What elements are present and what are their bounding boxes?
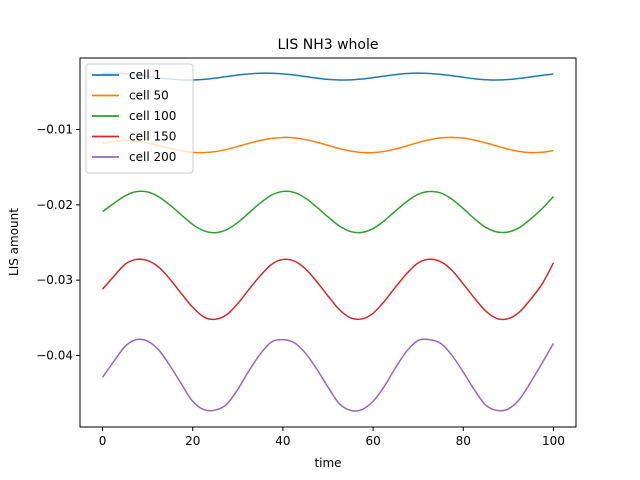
x-tick-label: 20 xyxy=(185,434,200,448)
x-tick-label: 80 xyxy=(456,434,471,448)
y-tick-label: −0.02 xyxy=(36,198,73,212)
legend-label: cell 1 xyxy=(129,68,161,82)
legend-label: cell 200 xyxy=(129,150,176,164)
series-line-cell-150 xyxy=(101,258,555,321)
series-line-cell-100 xyxy=(102,190,554,234)
y-tick-label: −0.04 xyxy=(36,348,73,362)
y-axis-ticks: −0.04 −0.03 −0.02 −0.01 xyxy=(36,123,80,362)
legend-label: cell 50 xyxy=(129,89,169,103)
y-tick-label: −0.01 xyxy=(36,123,73,137)
x-tick-label: 40 xyxy=(275,434,290,448)
x-axis-label: time xyxy=(314,456,341,470)
x-axis-ticks: 0 20 40 60 80 100 xyxy=(99,427,565,448)
x-tick-label: 100 xyxy=(542,434,565,448)
x-tick-label: 60 xyxy=(365,434,380,448)
legend-label: cell 100 xyxy=(129,109,176,123)
x-tick-label: 0 xyxy=(99,434,107,448)
legend-label: cell 150 xyxy=(129,130,176,144)
y-axis-label: LIS amount xyxy=(7,208,21,276)
plot-area: 0 20 40 60 80 100 −0.04 −0.03 −0.02 −0.01 xyxy=(36,57,577,448)
series-line-cell-200 xyxy=(101,338,555,412)
y-tick-label: −0.03 xyxy=(36,273,73,287)
plot-frame xyxy=(79,57,577,428)
legend: cell 1 cell 50 cell 100 cell 150 cell 200 xyxy=(85,63,194,174)
legend-box xyxy=(85,63,194,174)
legend-items: cell 1 cell 50 cell 100 cell 150 cell 200 xyxy=(92,68,176,164)
chart-title: LIS NH3 whole xyxy=(277,37,378,53)
